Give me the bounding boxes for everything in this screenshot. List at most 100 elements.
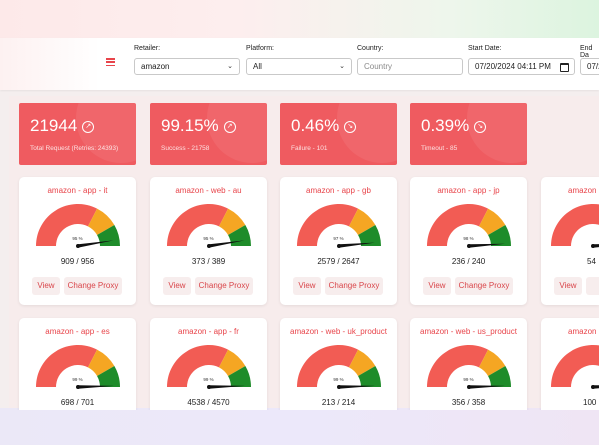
gauge-needle-hub (207, 244, 211, 248)
arrow-up-right-icon: ↗ (223, 121, 236, 133)
gauge-segment-orange (87, 208, 115, 235)
page-footer-band (0, 410, 599, 445)
stat-subtitle: Failure - 101 (291, 145, 328, 152)
gauge-count: 213 / 214 (321, 398, 356, 407)
change-proxy-button[interactable]: Change Proxy (455, 277, 513, 295)
stat-subtitle: Timeout - 85 (421, 145, 458, 152)
stat-subtitle: Success - 21758 (161, 145, 210, 152)
gauge-card-title: amazon - web - uk_product (290, 327, 387, 336)
gauge-percent-label: 99 % (72, 377, 83, 382)
platform-select[interactable]: All ⌄ (246, 58, 352, 75)
gauge-count: 356 / 358 (451, 398, 486, 407)
gauge-segment-green (228, 366, 251, 387)
gauge-segment-green (358, 366, 381, 387)
retailer-value: amazon (141, 62, 170, 71)
gauge-segment-red (551, 204, 599, 246)
gauge-segment-red (167, 345, 229, 387)
gauge-needle-hub (76, 385, 80, 389)
arrow-up-right-icon: ↗ (82, 121, 95, 133)
view-button[interactable]: View (32, 277, 60, 295)
gauge-card: amazon - app - gb 97 % 2579 / 2647 View … (280, 177, 397, 305)
country-label: Country: (357, 45, 384, 52)
view-button[interactable]: View (293, 277, 321, 295)
country-placeholder: Country (364, 62, 393, 71)
gauge-chart (551, 345, 599, 389)
view-button[interactable]: View (423, 277, 451, 295)
gauge-segment-orange (478, 349, 506, 376)
hamburger-menu-icon[interactable] (106, 58, 115, 67)
gauge-segment-red (427, 204, 489, 246)
chevron-down-icon: ⌄ (339, 63, 345, 70)
gauge-needle-hub (591, 244, 595, 248)
gauge-segment-red (297, 345, 359, 387)
gauge-chart (297, 345, 381, 389)
start-date-value: 07/20/2024 04:11 PM (475, 62, 551, 71)
gauge-percent-label: 99 % (463, 377, 474, 382)
stat-card-total: 21944 ↗ Total Request (Retries: 24393) (19, 103, 136, 165)
gauge-needle (208, 385, 245, 389)
gauge-needle-hub (76, 244, 80, 248)
gauge-percent-label: 95 % (72, 236, 83, 241)
gauge-segment-orange (218, 208, 246, 235)
gauge-segment-orange (218, 349, 246, 376)
gauge-count: 2579 / 2647 (317, 257, 360, 266)
gauge-percent-label: 98 % (463, 236, 474, 241)
gauge-chart (427, 345, 511, 389)
retailer-select[interactable]: amazon ⌄ (134, 58, 240, 75)
gauge-percent-label: 99 % (203, 377, 214, 382)
gauge-count: 909 / 956 (60, 257, 95, 266)
chevron-down-icon: ⌄ (227, 63, 233, 70)
gauge-segment-red (297, 204, 359, 246)
gauge-segment-red (167, 204, 229, 246)
end-date-label: End Da (580, 45, 593, 59)
gauge-card: amazon - app - jp 98 % 236 / 240 View Ch… (410, 177, 527, 305)
stat-card-failure: 0.46% ↘ Failure - 101 (280, 103, 397, 165)
start-date-label: Start Date: (468, 45, 502, 52)
calendar-icon[interactable] (560, 63, 569, 72)
start-date-input[interactable]: 07/20/2024 04:11 PM (468, 58, 575, 75)
end-date-value: 07/2 (587, 62, 599, 71)
gauge-chart (167, 345, 251, 389)
gauge-segment-red (551, 345, 599, 387)
gauge-needle-hub (591, 385, 595, 389)
retailer-label: Retailer: (134, 45, 161, 52)
gauge-card-title: amazon - app (568, 327, 599, 336)
gauge-segment-green (97, 366, 120, 387)
gauge-card-title: amazon - app (568, 186, 599, 195)
gauge-needle (77, 385, 114, 389)
view-button[interactable]: View (163, 277, 191, 295)
stat-subtitle: Total Request (Retries: 24393) (30, 145, 119, 152)
gauge-segment-orange (348, 208, 376, 235)
stat-card-timeout: 0.39% ↘ Timeout - 85 (410, 103, 527, 165)
end-date-input[interactable]: 07/2 (580, 58, 599, 75)
gauge-chart (551, 204, 599, 248)
gauge-count: 698 / 701 (60, 398, 95, 407)
gauge-card-title: amazon - app - fr (178, 327, 239, 336)
gauge-needle-hub (337, 385, 341, 389)
gauge-percent-label: 99 % (333, 377, 344, 382)
gauge-chart (167, 204, 251, 248)
stat-value: 0.46% ↘ (291, 116, 357, 136)
gauge-percent-label: 95 % (203, 236, 214, 241)
platform-value: All (253, 62, 262, 71)
gauge-segment-green (228, 225, 251, 246)
gauge-card-title: amazon - web - au (175, 186, 242, 195)
gauge-segment-green (488, 366, 511, 387)
gauge-card: amazon - app 100 (541, 318, 599, 418)
gauge-card: amazon - web - au 95 % 373 / 389 View Ch… (150, 177, 267, 305)
gauge-card: amazon - app - fr 99 % 4538 / 4570 (150, 318, 267, 418)
gauge-count: 54 (587, 257, 596, 266)
gauge-chart (36, 204, 120, 248)
gauge-card: amazon - app - it 95 % 909 / 956 View Ch… (19, 177, 136, 305)
gauge-segment-red (36, 345, 98, 387)
gauge-count: 373 / 389 (191, 257, 226, 266)
change-proxy-button[interactable]: Change Proxy (64, 277, 122, 295)
change-proxy-button[interactable] (586, 277, 599, 295)
change-proxy-button[interactable]: Change Proxy (195, 277, 253, 295)
change-proxy-button[interactable]: Change Proxy (325, 277, 383, 295)
gauge-chart (427, 204, 511, 248)
gauge-count: 236 / 240 (451, 257, 486, 266)
view-button[interactable]: View (554, 277, 582, 295)
country-input[interactable]: Country (357, 58, 463, 75)
gauge-needle-hub (467, 244, 471, 248)
